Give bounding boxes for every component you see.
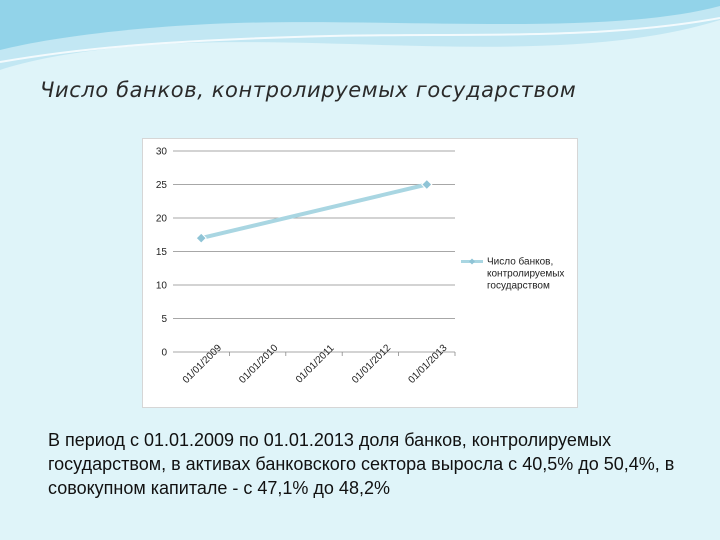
x-tick-label: 01/01/2011 xyxy=(294,343,337,386)
header-wave-dark xyxy=(0,0,720,50)
y-tick-label: 15 xyxy=(156,247,168,258)
y-tick-label: 10 xyxy=(156,281,168,292)
slide-caption: В период с 01.01.2009 по 01.01.2013 доля… xyxy=(48,430,675,498)
series-plot xyxy=(195,178,433,244)
x-axis-ticks: 01/01/2009 01/01/2010 01/01/2011 01/01/2012… xyxy=(181,342,456,386)
line-chart: 0 5 10 15 20 25 30 01/01/2009 01/01/2010 01/01/2… xyxy=(142,138,578,408)
legend-label: Число банков, xyxy=(487,256,553,268)
y-tick-label: 5 xyxy=(161,314,167,325)
data-point-marker xyxy=(195,232,207,244)
legend-marker xyxy=(469,258,475,265)
data-point-marker xyxy=(421,178,433,191)
x-tick-label: 01/01/2010 xyxy=(237,342,280,385)
y-tick-label: 30 xyxy=(156,147,168,158)
legend-label: государством xyxy=(487,281,550,292)
x-tick-label: 01/01/2012 xyxy=(350,342,393,385)
chart-gridlines xyxy=(173,150,455,353)
y-tick-label: 25 xyxy=(156,180,168,191)
series-line xyxy=(199,182,429,241)
x-tick-label: 01/01/2013 xyxy=(406,342,449,385)
header-wave-highlight xyxy=(0,17,720,63)
y-axis-ticks: 0 5 10 15 20 25 30 xyxy=(156,147,168,359)
legend-label: контролируемых xyxy=(487,269,564,280)
slide-title: Число банков, контролируемых государство… xyxy=(40,78,577,102)
y-tick-label: 20 xyxy=(156,214,168,225)
x-tick-label: 01/01/2009 xyxy=(181,342,224,385)
y-tick-label: 0 xyxy=(161,348,167,359)
